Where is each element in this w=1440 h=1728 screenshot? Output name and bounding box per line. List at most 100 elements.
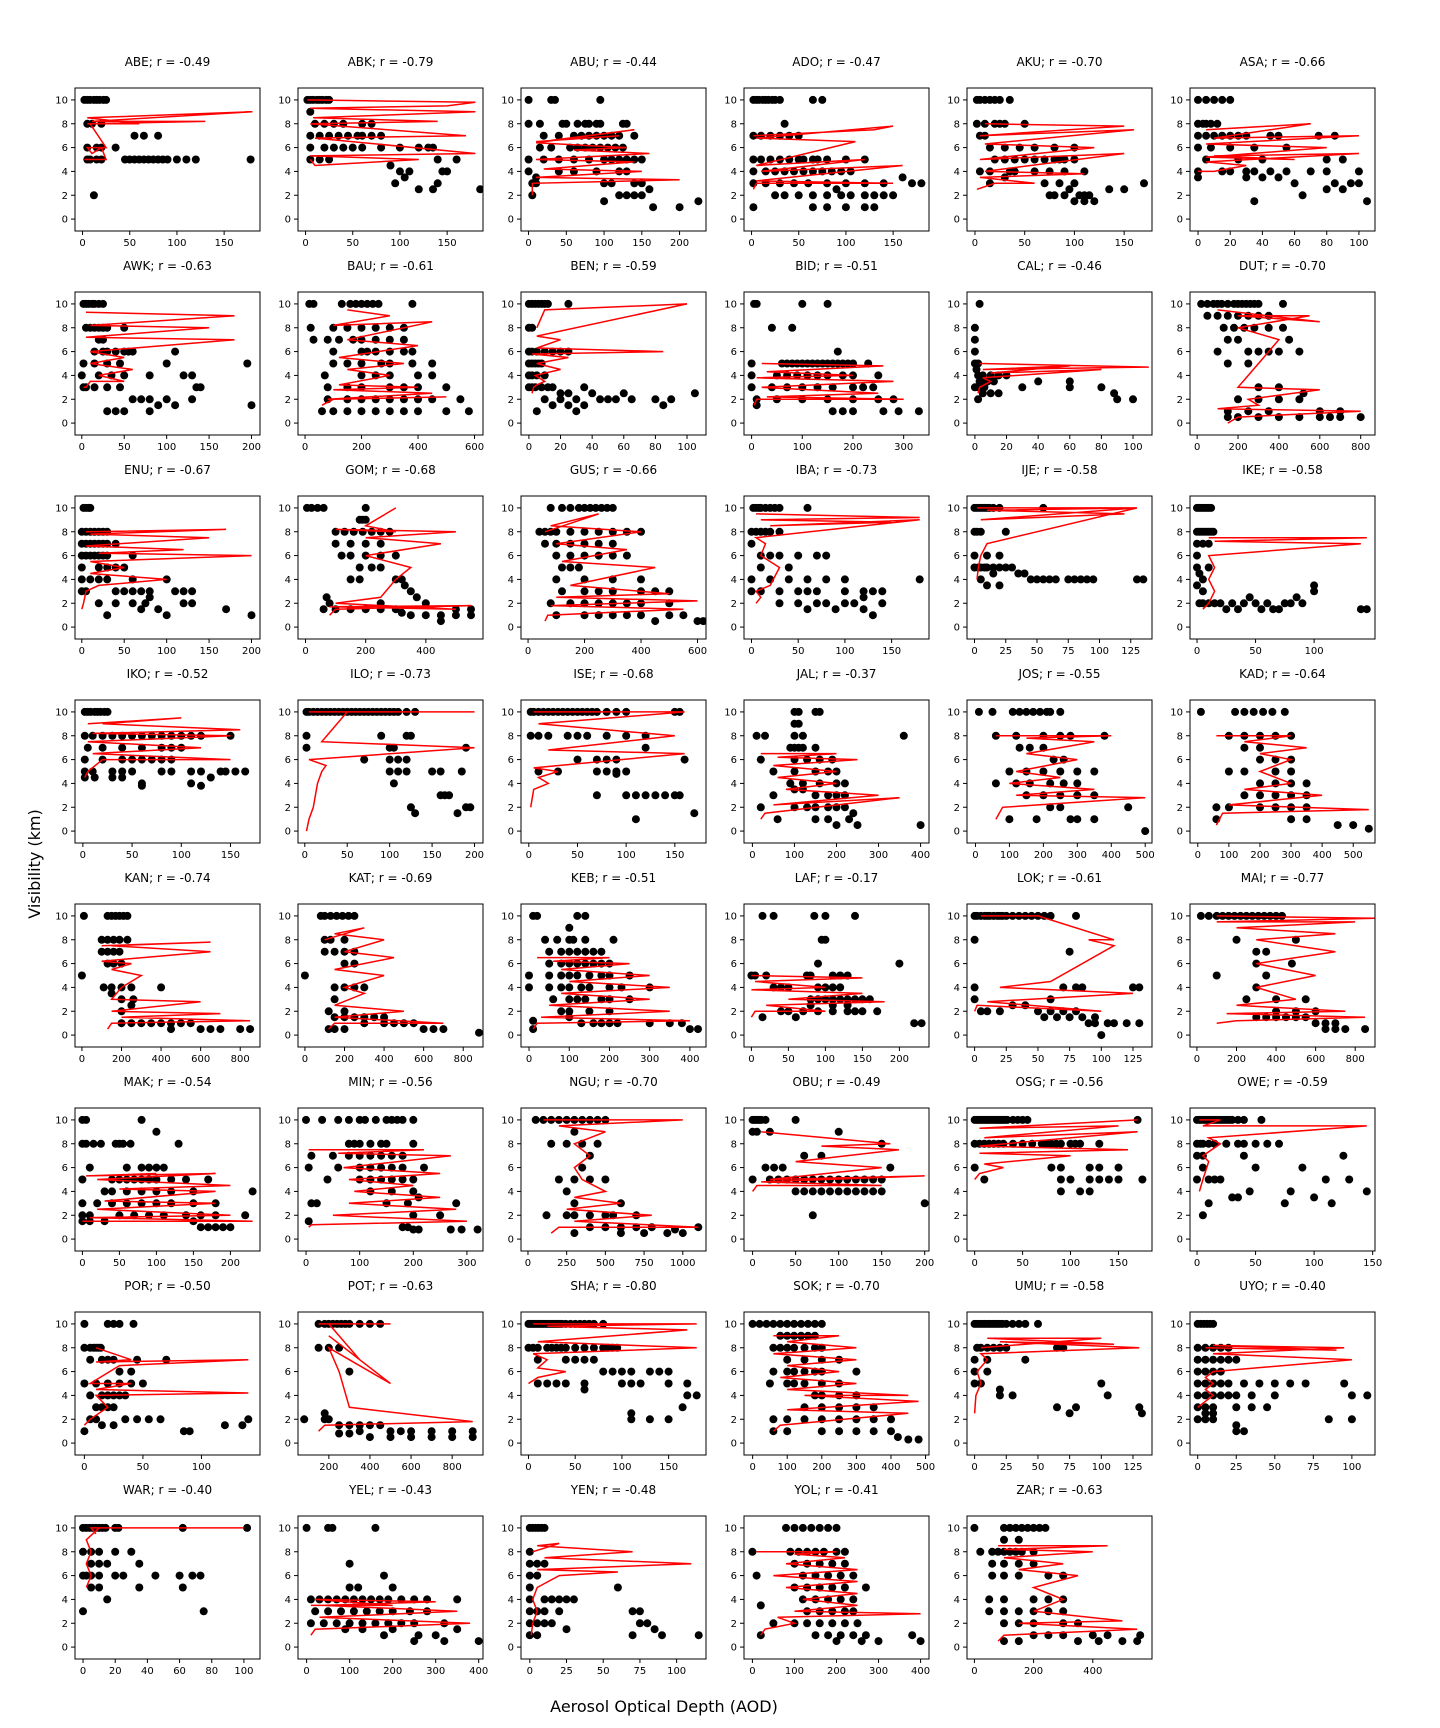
data-point	[115, 947, 124, 956]
data-point	[1008, 1319, 1017, 1328]
data-point	[191, 155, 200, 164]
data-point	[1026, 575, 1035, 584]
x-tick-label: 50	[597, 1666, 610, 1677]
data-point	[357, 371, 366, 380]
y-tick-label: 6	[954, 1163, 960, 1174]
data-point	[1266, 131, 1275, 140]
data-point	[1257, 605, 1266, 614]
y-tick-label: 0	[508, 1235, 514, 1246]
data-point	[429, 185, 437, 194]
data-point	[995, 1385, 1004, 1394]
data-point	[546, 503, 555, 512]
data-point	[1000, 1559, 1008, 1568]
data-point	[408, 359, 417, 368]
data-point	[878, 587, 887, 596]
y-tick-label: 6	[1177, 551, 1183, 562]
y-tick-label: 10	[278, 1319, 291, 1330]
data-point	[103, 947, 112, 956]
data-point	[1000, 1607, 1008, 1616]
data-point	[747, 539, 756, 548]
data-point	[1056, 1163, 1065, 1172]
y-tick-label: 10	[278, 299, 291, 310]
scatter-points	[747, 911, 926, 1028]
data-point	[822, 575, 831, 584]
data-point	[137, 1163, 146, 1172]
data-point	[869, 1427, 878, 1436]
data-point	[453, 1595, 462, 1604]
y-tick-label: 0	[285, 827, 291, 838]
data-point	[476, 185, 483, 194]
y-tick-label: 8	[62, 1139, 68, 1150]
data-point	[1072, 911, 1080, 920]
data-point	[182, 155, 191, 164]
data-point	[367, 1595, 376, 1604]
scatter-points	[1196, 707, 1373, 833]
data-point	[1266, 911, 1275, 920]
data-point	[338, 911, 347, 920]
data-point	[1280, 1199, 1289, 1208]
data-point	[145, 371, 154, 380]
data-point	[1213, 119, 1222, 128]
data-point	[1035, 1523, 1044, 1532]
data-point	[585, 983, 594, 992]
x-tick-label: 0	[79, 238, 85, 249]
axes-frame	[520, 495, 707, 640]
data-point	[601, 1175, 610, 1184]
data-point	[1347, 1415, 1356, 1424]
x-tick-label: 400	[911, 1666, 930, 1677]
data-point	[1083, 575, 1091, 584]
y-tick-label: 4	[62, 371, 68, 382]
data-point	[1203, 299, 1212, 308]
data-point	[1050, 143, 1059, 152]
subplot-title: MAK; r = -0.54	[124, 1075, 212, 1089]
data-point	[1135, 983, 1144, 992]
data-point	[468, 1433, 477, 1442]
data-point	[748, 1547, 757, 1556]
y-tick-label: 0	[954, 1031, 960, 1042]
data-point	[747, 359, 756, 368]
y-tick-label: 2	[731, 1211, 737, 1222]
data-point	[78, 1199, 87, 1208]
data-point	[800, 1355, 809, 1364]
trend-line	[976, 507, 1138, 580]
data-point	[1274, 173, 1283, 182]
trend-line	[1198, 123, 1359, 173]
data-point	[1124, 803, 1133, 812]
y-tick-label: 10	[55, 503, 68, 514]
data-point	[631, 791, 640, 800]
data-point	[385, 755, 394, 764]
y-tick-label: 10	[501, 1319, 514, 1330]
x-tick-label: 150	[221, 850, 240, 861]
data-point	[340, 1007, 349, 1016]
data-point	[145, 407, 154, 416]
x-tick-label: 500	[1344, 850, 1363, 861]
x-tick-label: 0	[1194, 646, 1200, 657]
trend-line	[1197, 1344, 1352, 1408]
data-point	[367, 119, 376, 128]
data-point	[177, 743, 186, 752]
data-point	[466, 803, 475, 812]
data-point	[540, 395, 549, 404]
y-tick-label: 8	[954, 119, 960, 130]
data-point	[340, 935, 349, 944]
y-tick-label: 8	[508, 527, 514, 538]
data-point	[1011, 1523, 1020, 1532]
trend-line	[307, 99, 476, 167]
data-point	[1193, 1367, 1202, 1376]
data-point	[196, 383, 205, 392]
data-point	[589, 1019, 598, 1028]
data-point	[790, 767, 799, 776]
data-point	[1315, 413, 1324, 422]
trend-line	[1216, 915, 1375, 1024]
x-tick-label: 300	[847, 1462, 866, 1473]
trend-line	[973, 915, 1134, 1013]
data-point	[1136, 1631, 1145, 1640]
x-tick-label: 300	[426, 1666, 445, 1677]
data-point	[859, 383, 868, 392]
data-point	[541, 935, 550, 944]
data-point	[832, 821, 841, 830]
data-point	[314, 1343, 323, 1352]
